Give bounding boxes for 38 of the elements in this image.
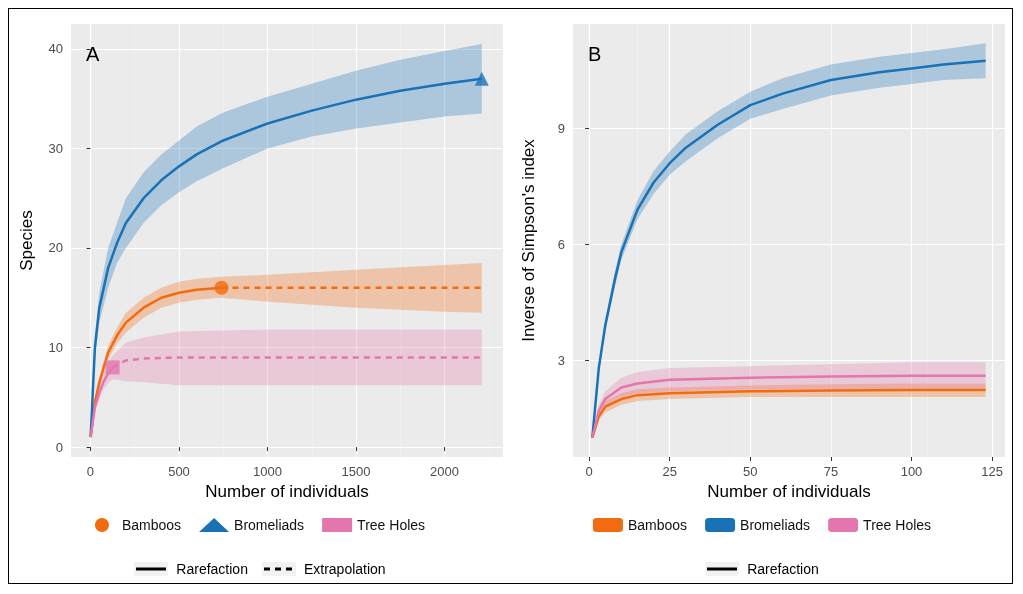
legend-label: Bromeliads bbox=[740, 517, 811, 533]
text: Extrapolation bbox=[303, 561, 386, 577]
legend-label: Bamboos bbox=[627, 517, 688, 533]
y-tick-label: 9 bbox=[557, 120, 565, 136]
x-tick-label: 2000 bbox=[430, 464, 460, 479]
text: A bbox=[86, 43, 100, 65]
x-axis-title: Number of individuals bbox=[205, 481, 369, 501]
y-tick-label: 40 bbox=[48, 41, 63, 57]
x-tick-label: 50 bbox=[743, 464, 758, 479]
line-series bbox=[591, 374, 987, 439]
x-tick-label: 0 bbox=[86, 464, 95, 479]
y-axis-title: Inverse of Simpson's index bbox=[519, 138, 538, 342]
text: B bbox=[588, 43, 602, 65]
point bbox=[474, 71, 489, 86]
x-axis-title: Number of individuals bbox=[707, 481, 871, 501]
x-tick-label: 1000 bbox=[253, 464, 282, 479]
point bbox=[105, 360, 120, 375]
text: Rarefaction bbox=[176, 561, 248, 577]
y-tick-label: 10 bbox=[48, 340, 63, 356]
x-tick-label: 125 bbox=[981, 464, 1003, 479]
point bbox=[214, 280, 229, 295]
x-tick-label: 100 bbox=[900, 464, 923, 479]
x-tick-label: 25 bbox=[662, 464, 677, 479]
y-tick-label: 3 bbox=[557, 352, 565, 368]
legend-label: Tree Holes bbox=[863, 517, 932, 533]
y-tick-label: 20 bbox=[48, 240, 63, 256]
x-tick-label: 1500 bbox=[341, 464, 371, 479]
x-tick-label: 75 bbox=[823, 464, 839, 479]
y-tick-label: 0 bbox=[55, 439, 63, 455]
legend-label: Bamboos bbox=[121, 517, 182, 533]
x-tick-label: 0 bbox=[585, 464, 593, 479]
text: Rarefaction bbox=[747, 561, 819, 577]
y-tick-label: 30 bbox=[48, 140, 63, 156]
x-tick-label: 500 bbox=[168, 464, 190, 479]
legend-label: Tree Holes bbox=[357, 517, 426, 533]
legend-label: Bromeliads bbox=[234, 517, 305, 533]
y-tick-label: 6 bbox=[557, 236, 565, 252]
y-axis-title: Species bbox=[17, 210, 36, 271]
